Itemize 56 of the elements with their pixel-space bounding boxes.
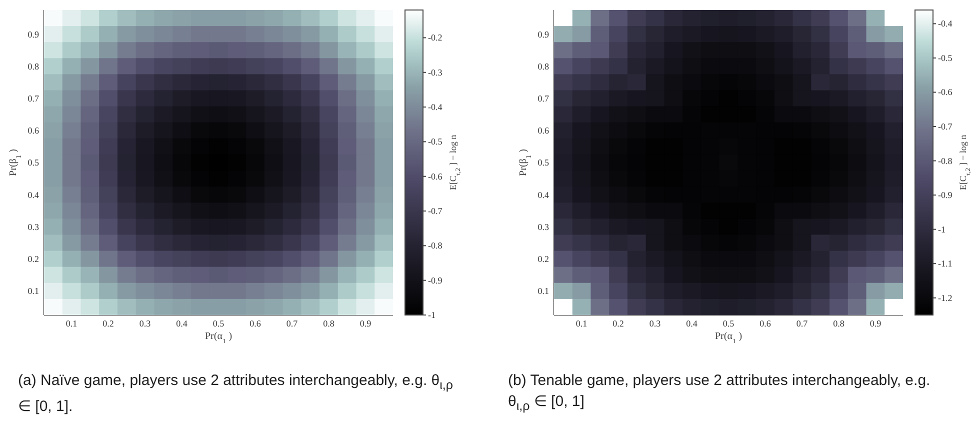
y-tick-label: 0.3 bbox=[538, 222, 550, 232]
x-tick-label: 0.9 bbox=[870, 318, 882, 328]
y-tick-label: 0.9 bbox=[28, 29, 40, 40]
color-bar-label: -0.4 bbox=[428, 102, 443, 112]
color-bar-label: -0.8 bbox=[938, 156, 953, 166]
x-tick-label: 0.3 bbox=[649, 318, 662, 328]
color-bar-label: -0.8 bbox=[428, 240, 443, 251]
y-tick-label: 0.1 bbox=[538, 286, 549, 296]
x-tick-label: 0.2 bbox=[102, 318, 114, 328]
color-bar-label: -0.9 bbox=[938, 190, 953, 200]
y-tick-label: 0.7 bbox=[538, 93, 550, 104]
x-tick-label: 0.9 bbox=[360, 318, 372, 328]
color-bar-label: -0.5 bbox=[428, 136, 443, 147]
color-bar-label: -0.3 bbox=[428, 67, 443, 78]
x-tick-label: 0.1 bbox=[66, 318, 78, 328]
x-tick-label: 0.5 bbox=[212, 318, 225, 328]
x-tick-label: 0.7 bbox=[286, 318, 298, 328]
color-bar-label: -0.6 bbox=[938, 87, 953, 98]
x-tick-label: 0.4 bbox=[686, 318, 698, 328]
x-tick-label: 0.2 bbox=[612, 318, 624, 328]
x-tick-label: 0.1 bbox=[576, 318, 588, 328]
color-bar-label: -0.2 bbox=[428, 32, 442, 43]
y-tick-label: 0.8 bbox=[538, 61, 550, 72]
x-tick-label: 0.3 bbox=[139, 318, 152, 328]
color-bar-label: -1.2 bbox=[938, 292, 952, 303]
y-tick-label: 0.2 bbox=[538, 254, 549, 264]
x-tick-label: 0.6 bbox=[250, 318, 262, 328]
color-bar-label: -0.7 bbox=[428, 206, 443, 216]
x-tick-label: 0.8 bbox=[323, 318, 335, 328]
color-bar-label: -0.5 bbox=[938, 52, 953, 63]
y-tick-label: 0.9 bbox=[538, 29, 550, 40]
x-tick-label: 0.7 bbox=[796, 318, 808, 328]
y-tick-label: 0.6 bbox=[538, 126, 550, 136]
text: (b) Tenable game, players use 2 attributes interchangeably, e.g. θ$_{ι,ρ}$ ∈ [0, 1] bbox=[508, 371, 932, 415]
color-bar-label: -0.6 bbox=[428, 171, 443, 182]
y-tick-label: 0.5 bbox=[28, 158, 40, 168]
color-bar-label: -1 bbox=[938, 224, 946, 234]
y-tick-label: 0.2 bbox=[28, 254, 39, 264]
y-tick-label: 0.6 bbox=[28, 126, 40, 136]
y-tick-label: 0.5 bbox=[538, 158, 550, 168]
x-tick-label: 0.6 bbox=[760, 318, 772, 328]
x-tick-label: 0.8 bbox=[833, 318, 845, 328]
y-tick-label: 0.4 bbox=[538, 190, 550, 200]
y-tick-label: 0.4 bbox=[28, 190, 40, 200]
color-bar-label: -1.1 bbox=[938, 258, 952, 269]
color-bar-label: -0.7 bbox=[938, 122, 953, 132]
y-tick-label: 0.8 bbox=[28, 61, 40, 72]
y-tick-label: 0.7 bbox=[28, 93, 40, 104]
x-tick-label: 0.4 bbox=[176, 318, 188, 328]
color-bar-label: -0.9 bbox=[428, 275, 443, 286]
y-tick-label: 0.1 bbox=[28, 286, 39, 296]
color-bar-label: -1 bbox=[428, 310, 436, 320]
x-tick-label: 0.5 bbox=[722, 318, 735, 328]
text: (a) Naïve game, players use 2 attributes interchangeably, e.g. θ$_{ι,ρ}$ ∈ [0, 1]. bbox=[18, 372, 453, 415]
color-bar-label: -0.4 bbox=[938, 18, 953, 29]
y-tick-label: 0.3 bbox=[28, 222, 40, 232]
